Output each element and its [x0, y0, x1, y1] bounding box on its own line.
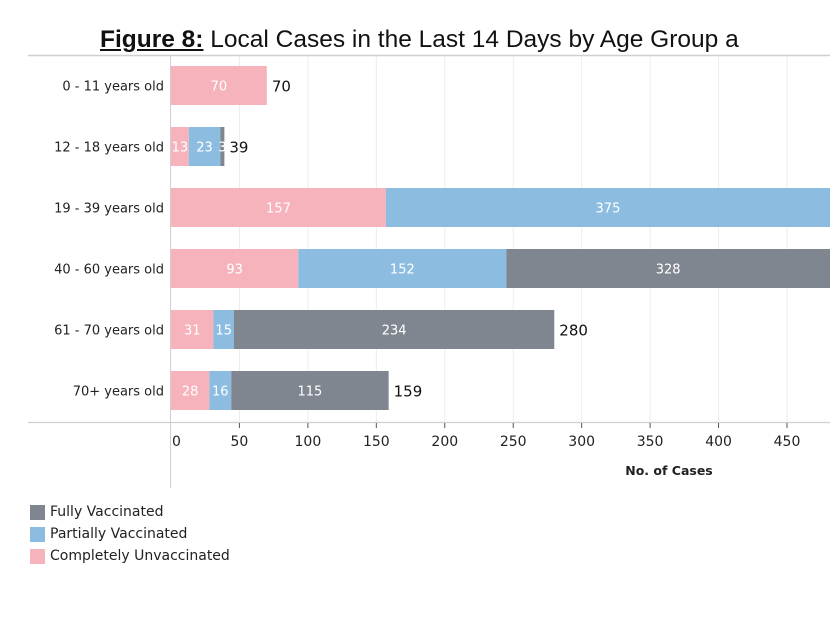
x-tick-label: 250 [500, 434, 527, 450]
legend-label: Partially Vaccinated [50, 526, 188, 542]
legend-swatch [30, 526, 45, 542]
chart-title: Figure 8: Local Cases in the Last 14 Day… [100, 26, 739, 54]
x-tick-label: 200 [431, 434, 458, 450]
bar-segment [298, 249, 507, 288]
x-axis-title: No. of Cases [625, 463, 713, 478]
gridlines [238, 56, 788, 422]
segment-value-label: 13 [172, 141, 189, 156]
segment-value-label: 28 [182, 385, 199, 400]
segment-value-label: 152 [390, 263, 415, 278]
segment-value-label: 328 [656, 263, 681, 278]
x-tick-label: 50 [231, 434, 249, 450]
category-label: 19 - 39 years old [54, 202, 164, 217]
figure-number: Figure 8: [100, 26, 204, 53]
segment-value-label: 31 [184, 324, 201, 339]
total-value-label: 159 [394, 383, 423, 401]
axes: 0 50 100 150 200 250 300 350 400 450 [28, 54, 830, 488]
bar-segment [506, 249, 830, 288]
x-tick-label: 150 [363, 434, 390, 450]
legend-item: Partially Vaccinated [30, 523, 230, 545]
legend-item: Completely Unvaccinated [30, 545, 230, 567]
x-tick-label: 100 [295, 434, 322, 450]
total-value-label: 39 [229, 139, 248, 157]
title-text: Local Cases in the Last 14 Days by Age G… [210, 26, 739, 53]
category-label: 12 - 18 years old [54, 141, 164, 156]
bar-segment [209, 371, 232, 410]
category-label: 70+ years old [73, 385, 164, 400]
segment-value-label: 16 [212, 385, 229, 400]
bar-segment [220, 127, 225, 166]
x-tick-label: 350 [637, 434, 664, 450]
total-value-label: 70 [272, 78, 291, 96]
bar-segment [171, 371, 210, 410]
segment-value-label: 375 [596, 202, 621, 217]
segment-value-label: 3 [218, 141, 226, 156]
category-label: 40 - 60 years old [54, 263, 164, 278]
bar-segment [188, 127, 221, 166]
bar-segment [171, 249, 299, 288]
legend-swatch [30, 548, 45, 564]
bar-segment [171, 66, 267, 105]
bar-segment [171, 127, 189, 166]
legend-label: Fully Vaccinated [50, 504, 164, 520]
category-label: 61 - 70 years old [54, 324, 164, 339]
bar-segment [171, 188, 386, 227]
legend-item: Fully Vaccinated [30, 501, 230, 523]
segment-value-label: 115 [298, 385, 323, 400]
segment-value-label: 23 [196, 141, 213, 156]
legend: Fully Vaccinated Partially Vaccinated Comp… [30, 501, 230, 567]
bar-segment [385, 188, 830, 227]
x-tick-label: 0 [172, 434, 181, 450]
x-tick-label: 300 [568, 434, 595, 450]
legend-label: Completely Unvaccinated [50, 548, 230, 564]
x-tick-label: 450 [774, 434, 801, 450]
x-tick-label: 400 [705, 434, 732, 450]
bar-segment [171, 310, 214, 349]
segment-value-label: 15 [215, 324, 232, 339]
bars: 0 - 11 years old 70 70 12 - 18 years old 13 2… [54, 66, 830, 410]
legend-swatch [30, 504, 45, 520]
total-value-label: 280 [559, 322, 588, 340]
bar-segment [213, 310, 234, 349]
segment-value-label: 93 [226, 263, 243, 278]
segment-value-label: 234 [382, 324, 407, 339]
segment-value-label: 157 [266, 202, 291, 217]
segment-value-label: 70 [211, 80, 228, 95]
bar-segment [231, 371, 389, 410]
category-label: 0 - 11 years old [62, 80, 164, 95]
bar-segment [233, 310, 555, 349]
